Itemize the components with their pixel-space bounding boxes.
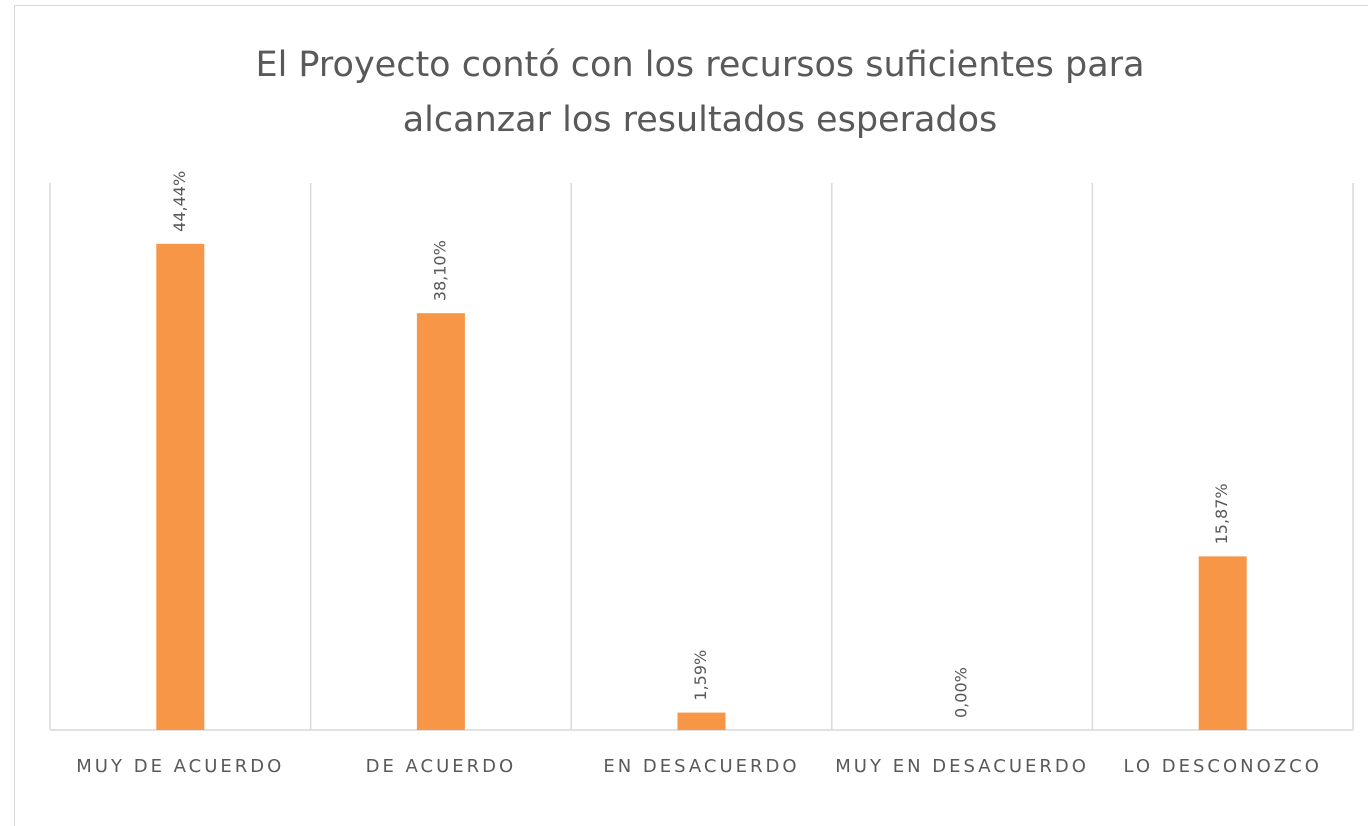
data-label: 44,44% xyxy=(170,171,189,232)
chart-frame xyxy=(14,5,1368,826)
x-tick-label: EN DESACUERDO xyxy=(603,756,800,777)
x-tick-label: DE ACUERDO xyxy=(365,756,517,777)
data-label: 38,10% xyxy=(430,240,449,301)
x-tick-label: MUY DE ACUERDO xyxy=(76,756,285,777)
bar xyxy=(156,243,205,730)
x-tick-label: LO DESCONOZCO xyxy=(1123,756,1322,777)
data-label: 15,87% xyxy=(1212,483,1231,544)
bar xyxy=(1198,556,1247,730)
chart-title: El Proyecto contó con los recursos sufic… xyxy=(255,45,1145,140)
data-label: 0,00% xyxy=(952,667,971,718)
bar xyxy=(677,712,726,730)
x-tick-label: MUY EN DESACUERDO xyxy=(835,756,1089,777)
data-label: 1,59% xyxy=(691,650,710,701)
bar xyxy=(416,313,465,730)
